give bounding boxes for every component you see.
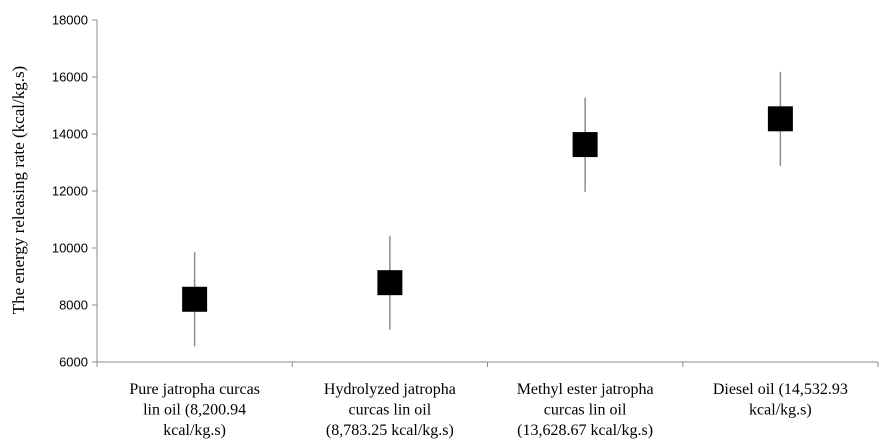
data-point-marker [377,270,403,296]
data-point-marker [572,132,598,158]
data-points [182,106,793,312]
x-category-label: Diesel oil (14,532.93 kcal/kg.s) [713,381,848,419]
x-category-label-line: (8,783.25 kcal/kg.s) [326,422,454,439]
x-category-label-line: Pure jatropha curcas [129,381,260,398]
y-tick-label: 18000 [52,13,88,28]
y-tick-label: 16000 [52,70,88,85]
x-category-label-line: Diesel oil (14,532.93 [713,381,848,398]
y-tick-label: 8000 [59,298,88,313]
x-category-label: Pure jatropha curcas lin oil (8,200.94 kca… [129,381,260,439]
x-category-label: Hydrolyzed jatropha curcas lin oil (8,783.… [324,381,456,439]
y-tick-label: 6000 [59,355,88,370]
x-category-label-line: curcas lin oil [544,402,627,419]
x-category-label-line: Hydrolyzed jatropha [324,381,456,398]
y-axis-ticks: 6000 8000 10000 12000 14000 16000 18000 [52,13,97,370]
error-bars [193,71,782,347]
x-category-label-line: kcal/kg.s) [749,402,812,419]
x-axis-category-labels: Pure jatropha curcas lin oil (8,200.94 kca… [129,381,848,439]
x-category-label: Methyl ester jatropha curcas lin oil (13,6… [517,381,654,439]
y-tick-label: 12000 [52,184,88,199]
y-tick-label: 10000 [52,241,88,256]
x-category-label-line: (13,628.67 kcal/kg.s) [517,422,653,439]
x-category-label-line: curcas lin oil [349,402,432,419]
data-point-marker [182,286,208,312]
axes [96,20,879,367]
x-category-label-line: kcal/kg.s) [163,422,226,439]
y-axis-title: The energy releasing rate (kcal/kg.s) [9,66,28,314]
data-point-marker [767,106,793,132]
x-category-label-line: lin oil (8,200.94 [143,402,246,419]
y-tick-label: 14000 [52,127,88,142]
x-category-label-line: Methyl ester jatropha [517,381,654,398]
